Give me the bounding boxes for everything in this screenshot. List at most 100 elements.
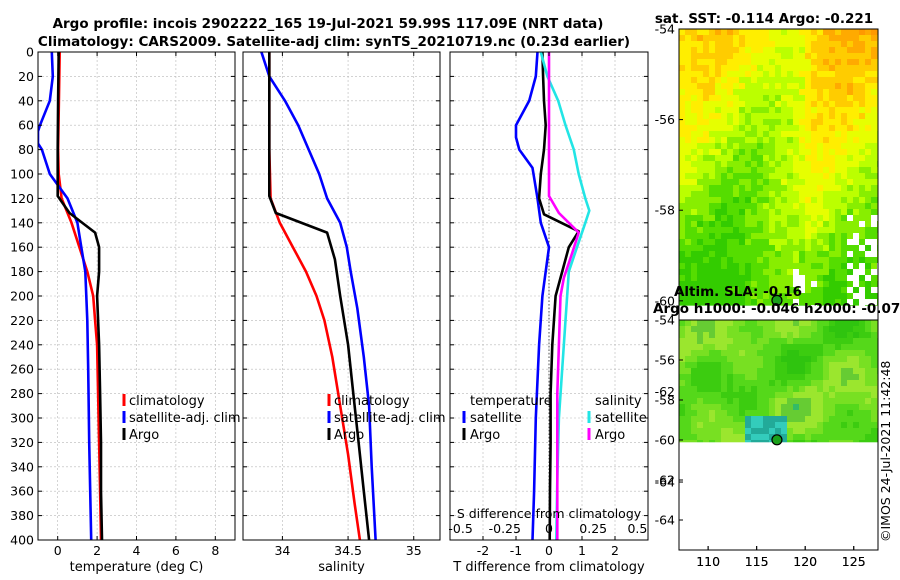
- map-cell: [733, 293, 739, 300]
- map-cell: [715, 362, 721, 369]
- map-cell: [823, 59, 829, 66]
- map-cell: [739, 173, 745, 180]
- map-cell: [733, 113, 739, 120]
- map-cell: [787, 374, 793, 381]
- map-cell: [871, 47, 877, 54]
- map-cell: [793, 410, 799, 417]
- map-cell: [805, 422, 811, 429]
- map-cell: [853, 338, 859, 345]
- map-cell: [811, 125, 817, 132]
- map-cell: [799, 107, 805, 114]
- map-cell: [715, 239, 721, 246]
- y-tick-label: 60: [18, 118, 34, 133]
- map-cell: [697, 35, 703, 42]
- map-cell: [721, 143, 727, 150]
- map-cell: [859, 368, 865, 375]
- map-cell: [721, 428, 727, 435]
- map-cell: [811, 137, 817, 144]
- map-cell: [817, 149, 823, 156]
- map-cell: [841, 125, 847, 132]
- map-cell: [871, 167, 877, 174]
- map-cell: [871, 380, 877, 387]
- map-cell: [727, 71, 733, 78]
- map-cell: [859, 77, 865, 84]
- map-cell: [685, 374, 691, 381]
- map-cell: [841, 416, 847, 423]
- map-cell: [865, 428, 871, 435]
- map-cell: [871, 215, 877, 222]
- map-cell: [859, 119, 865, 126]
- map-cell: [811, 326, 817, 333]
- map-cell: [733, 209, 739, 216]
- map-cell: [829, 269, 835, 276]
- map-cell: [727, 275, 733, 282]
- map-cell: [865, 53, 871, 60]
- map-cell: [835, 83, 841, 90]
- map-cell: [679, 53, 685, 60]
- map-cell: [865, 65, 871, 72]
- map-cell: [793, 251, 799, 258]
- map-cell: [703, 380, 709, 387]
- x-tick-label: -2: [477, 543, 489, 558]
- map-cell: [721, 137, 727, 144]
- map-cell: [817, 77, 823, 84]
- map-cell: [679, 239, 685, 246]
- map-cell: [769, 305, 775, 306]
- map-cell: [757, 293, 763, 300]
- map-cell: [781, 65, 787, 72]
- map-cell: [751, 428, 757, 435]
- map-cell: [853, 257, 859, 264]
- map-cell: [691, 320, 697, 327]
- map-cell: [781, 35, 787, 42]
- map-cell: [703, 101, 709, 108]
- map-cell: [757, 350, 763, 357]
- map-cell: [823, 320, 829, 327]
- map-cell: [829, 287, 835, 294]
- map-cell: [709, 239, 715, 246]
- map-cell: [793, 269, 799, 276]
- map-cell: [709, 71, 715, 78]
- map-cell: [703, 434, 709, 441]
- map-cell: [685, 293, 691, 300]
- map-cell: [775, 404, 781, 411]
- map-cell: [685, 41, 691, 48]
- map-cell: [679, 143, 685, 150]
- y-tick-label: 320: [10, 435, 34, 450]
- map-cell: [817, 404, 823, 411]
- map-cell: [829, 299, 835, 306]
- map-cell: [745, 344, 751, 351]
- map-cell: [697, 326, 703, 333]
- map-cell: [733, 41, 739, 48]
- map-cell: [739, 71, 745, 78]
- map-cell: [775, 386, 781, 393]
- map-cell: [817, 422, 823, 429]
- map-cell: [745, 233, 751, 240]
- map-cell: [871, 185, 877, 192]
- map-cell: [793, 380, 799, 387]
- map-cell: [835, 410, 841, 417]
- map-cell: [859, 263, 865, 270]
- y-tick-label: -60: [655, 293, 675, 308]
- map-cell: [697, 392, 703, 399]
- map-cell: [805, 113, 811, 120]
- map-cell: [793, 47, 799, 54]
- map-cell: [685, 332, 691, 339]
- map-cell: [841, 293, 847, 300]
- map-cell: [715, 368, 721, 375]
- map-cell: [751, 191, 757, 198]
- map-cell: [739, 197, 745, 204]
- map-cell: [733, 203, 739, 210]
- map-cell: [823, 53, 829, 60]
- map-cell: [871, 320, 877, 327]
- map-cell: [697, 185, 703, 192]
- map-cell: [691, 101, 697, 108]
- map-cell: [781, 287, 787, 294]
- map-cell: [721, 386, 727, 393]
- map-cell: [793, 440, 799, 443]
- map-cell: [817, 380, 823, 387]
- map-cell: [709, 305, 715, 306]
- map-cell: [787, 215, 793, 222]
- map-cell: [853, 53, 859, 60]
- map-cell: [793, 245, 799, 252]
- map-cell: [721, 440, 727, 443]
